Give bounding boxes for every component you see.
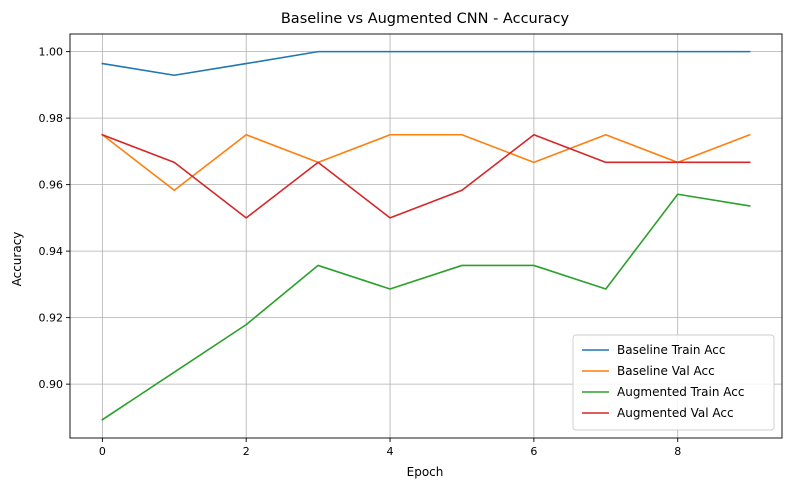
legend-entry-label: Baseline Train Acc (617, 343, 726, 357)
x-tick-label: 6 (530, 445, 537, 458)
y-tick-label: 0.90 (39, 378, 64, 391)
series-line-baseline-train-acc (101, 50, 751, 77)
y-tick-label: 0.96 (39, 179, 64, 192)
y-tick-label: 1.00 (39, 46, 64, 59)
legend: Baseline Train Acc Baseline Val Acc Augmen… (572, 334, 775, 431)
x-axis-label: Epoch (407, 465, 444, 479)
series-line-augmented-val-acc (101, 133, 751, 219)
x-tick-label: 4 (387, 445, 394, 458)
legend-entry-label: Baseline Val Acc (617, 364, 715, 378)
x-tick-label: 8 (674, 445, 681, 458)
legend-entry-label: Augmented Val Acc (617, 406, 734, 420)
series-lines (101, 50, 751, 421)
y-tick-label: 0.98 (39, 112, 64, 125)
y-tick-label: 0.94 (39, 245, 64, 258)
series-line-baseline-val-acc (101, 133, 751, 192)
y-axis-ticks: 0.90 0.92 0.94 0.96 0.98 1.00 (39, 46, 70, 391)
legend-box (572, 334, 775, 431)
series-line-augmented-train-acc (101, 193, 751, 421)
chart-title: Baseline vs Augmented CNN - Accuracy (281, 11, 570, 27)
x-tick-label: 0 (99, 445, 106, 458)
y-axis-label: Accuracy (10, 232, 24, 287)
legend-entry-label: Augmented Train Acc (617, 385, 744, 399)
plot-frame (69, 33, 783, 439)
grid (70, 34, 782, 438)
x-axis-ticks: 0 2 4 6 8 (99, 438, 681, 458)
x-tick-label: 2 (243, 445, 250, 458)
y-tick-label: 0.92 (39, 312, 64, 325)
